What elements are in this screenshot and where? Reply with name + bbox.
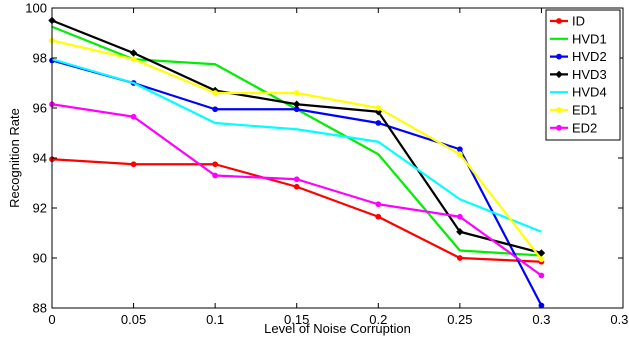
data-point-ed2 — [212, 172, 219, 179]
legend-item-hvd1: HVD1 — [550, 31, 607, 46]
legend-label: HVD4 — [572, 85, 607, 100]
y-axis-label: Recognition Rate — [7, 108, 22, 208]
data-point-ed2 — [538, 272, 545, 279]
legend-item-id: ID — [550, 14, 585, 29]
data-point-id — [456, 255, 463, 261]
legend-marker — [555, 70, 563, 79]
data-point-ed2 — [130, 113, 137, 120]
data-point-ed2 — [293, 176, 300, 183]
series-line-hvd4 — [51, 58, 542, 233]
y-tick-label: 100 — [25, 1, 47, 16]
data-point-ed1 — [456, 151, 463, 158]
legend-item-hvd2: HVD2 — [550, 49, 607, 64]
y-tick-label: 90 — [33, 251, 47, 266]
data-point-hvd2 — [456, 146, 463, 153]
legend-item-ed1: ED1 — [550, 103, 597, 118]
y-tick-label: 92 — [33, 201, 47, 216]
data-point-id — [212, 161, 219, 168]
x-tick-label: 0.3 — [532, 312, 550, 327]
x-tick-label: 0.2 — [369, 312, 387, 327]
x-axis-label: Level of Noise Corruption — [264, 321, 411, 336]
y-tick-label: 96 — [33, 101, 47, 116]
series-ed1 — [49, 37, 545, 263]
legend-item-hvd4: HVD4 — [550, 85, 607, 100]
x-tick-label: 0.25 — [447, 312, 472, 327]
data-point-id — [375, 213, 382, 220]
series-hvd4 — [51, 58, 542, 233]
data-point-ed1 — [375, 105, 382, 111]
y-axis-ticks: 88 90 92 94 96 98 100 — [25, 1, 623, 316]
x-tick-label: 0.05 — [121, 312, 146, 327]
data-point-ed1 — [538, 256, 545, 263]
legend-item-hvd3: HVD3 — [550, 67, 607, 82]
legend-marker — [556, 107, 562, 113]
data-point-hvd2 — [212, 106, 219, 113]
x-tick-label: 0.35 — [610, 312, 629, 327]
data-point-ed1 — [212, 90, 219, 96]
legend-label: HVD3 — [572, 67, 607, 82]
data-point-ed2 — [456, 213, 463, 220]
legend-label: ED1 — [572, 103, 597, 118]
legend-item-ed2: ED2 — [550, 120, 597, 135]
y-tick-label: 94 — [33, 151, 47, 166]
data-point-id — [130, 161, 137, 168]
plot-area — [52, 8, 623, 308]
legend-items: ID HVD1 HVD2 HVD3 HVD4 ED1 ED2 — [550, 14, 607, 135]
y-tick-label: 98 — [33, 51, 47, 66]
data-point-ed1 — [130, 56, 137, 63]
data-point-hvd3 — [456, 228, 464, 236]
y-tick-label: 88 — [33, 301, 47, 316]
data-point-id — [293, 183, 300, 190]
legend: ID HVD1 HVD2 HVD3 HVD4 ED1 ED2 — [545, 9, 621, 141]
x-tick-label: 0.15 — [284, 312, 309, 327]
x-tick-label: 0 — [48, 312, 55, 327]
series-layer — [48, 16, 546, 309]
data-point-hvd3 — [537, 249, 546, 257]
legend-label: ID — [572, 14, 585, 29]
legend-label: HVD2 — [572, 49, 607, 64]
legend-marker — [556, 53, 562, 60]
legend-marker — [556, 124, 562, 131]
data-point-ed2 — [375, 201, 382, 208]
data-point-hvd3 — [293, 100, 301, 108]
data-point-ed1 — [293, 90, 300, 96]
data-point-hvd2 — [375, 120, 382, 126]
data-point-hvd3 — [129, 49, 138, 57]
legend-label: ED2 — [572, 120, 597, 135]
legend-label: HVD1 — [572, 31, 607, 46]
x-tick-label: 0.1 — [206, 312, 224, 327]
legend-marker — [556, 18, 562, 24]
x-axis-ticks: 0 0.05 0.1 0.15 0.2 0.25 0.3 0.35 — [48, 8, 629, 327]
